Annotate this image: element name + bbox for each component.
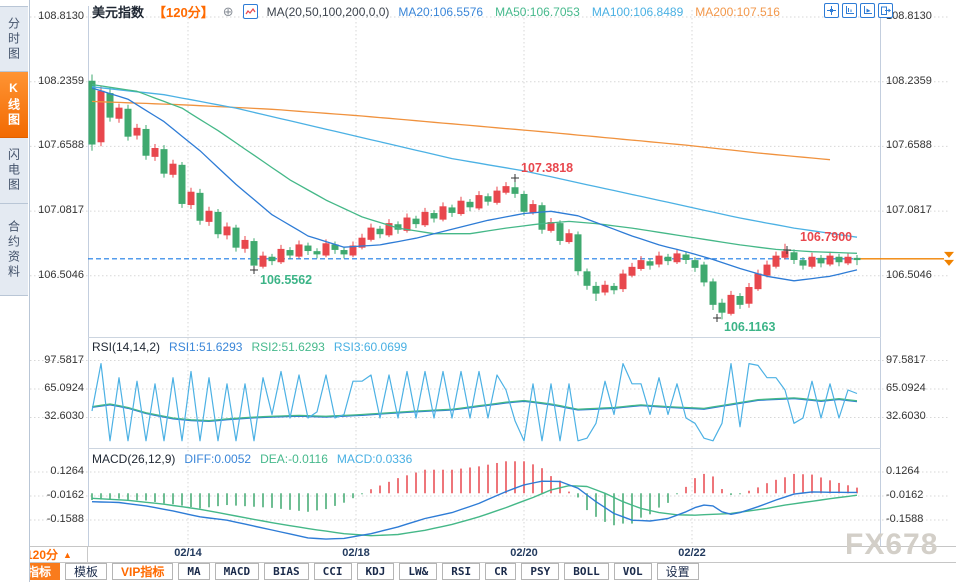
rsi-axis-label-right: 32.6030 [886, 410, 926, 423]
price-annotations: 107.3818 106.5562 106.7900 106.1163 [250, 161, 852, 334]
toolbar-tab-CCI[interactable]: CCI [313, 563, 352, 580]
ma100-line [91, 86, 858, 238]
ma-values: MA20:106.5576 MA50:106.7053 MA100:106.8489… [398, 5, 780, 19]
interval-label: 【120分】 [153, 5, 214, 20]
axis-row-bottom-border [0, 562, 956, 563]
svg-text:106.5562: 106.5562 [260, 273, 312, 287]
price-axis-label-left: 107.0817 [38, 204, 84, 217]
candles-layer [88, 74, 861, 320]
macd-axis-label-left: -0.0162 [46, 489, 84, 501]
toolbar-tab-KDJ[interactable]: KDJ [356, 563, 395, 580]
rsi1-line [91, 398, 858, 423]
rsi2-line [91, 397, 858, 422]
toolbar-tab-PSY[interactable]: PSY [521, 563, 560, 580]
macd-axis-label-left: 0.1264 [50, 465, 84, 477]
dea-value: DEA:-0.0116 [260, 452, 328, 466]
main-chart-svg[interactable]: 107.3818 106.5562 106.7900 106.1163 [0, 0, 956, 546]
sidebar-tab-3[interactable]: 合约资料 [0, 204, 28, 296]
diff-line [91, 480, 857, 540]
macd-name: MACD(26,12,9) [92, 452, 176, 466]
toolbar-tab-CR[interactable]: CR [485, 563, 517, 580]
date-label: 02/22 [678, 547, 706, 559]
time-axis-scale-icon[interactable] [860, 3, 875, 18]
axis-row-top-border [0, 546, 956, 547]
toolbar-tab-模板[interactable]: 模板 [65, 563, 108, 580]
svg-text:106.1163: 106.1163 [724, 320, 775, 334]
toolbar-tab-LW&[interactable]: LW& [399, 563, 438, 580]
sidebar-tab-2[interactable]: 闪电图 [0, 138, 28, 204]
price-axis-label-right: 108.2359 [886, 74, 932, 87]
price-axis-label-left: 106.5046 [38, 268, 84, 281]
ma-lines [91, 83, 858, 282]
price-axis-scale-icon[interactable] [842, 3, 857, 18]
gridlines [30, 10, 950, 546]
rsi-name: RSI(14,14,2) [92, 340, 161, 354]
rsi3-value: RSI3:60.0699 [333, 340, 408, 354]
sidebar-tab-0[interactable]: 分时图 [0, 6, 28, 72]
price-axis-label-right: 106.5046 [886, 268, 932, 281]
price-axis-label-left: 108.2359 [38, 74, 84, 87]
macd-pane-header: MACD(26,12,9) DIFF:0.0052 DEA:-0.0116 MA… [92, 452, 412, 466]
ma20-line [91, 87, 858, 282]
scroll-to-latest-marker[interactable] [944, 251, 954, 266]
date-label: 02/14 [174, 547, 202, 559]
price-axis-label-right: 108.8130 [886, 10, 932, 22]
date-label: 02/20 [510, 547, 538, 559]
toolbar-tab-VIP指标[interactable]: VIP指标 [112, 563, 174, 580]
timeframe-dropdown-arrow: ▲ [63, 549, 72, 560]
move-icon[interactable] [824, 3, 839, 18]
macd-histogram [91, 461, 858, 526]
price-axis-label-right: 107.0817 [886, 204, 932, 217]
toolbar-tab-RSI[interactable]: RSI [442, 563, 481, 580]
ma200-line [91, 100, 831, 161]
svg-text:106.7900: 106.7900 [800, 230, 852, 244]
rsi-axis-label-left: 65.0924 [44, 381, 84, 394]
date-label: 02/18 [342, 547, 370, 559]
toolbar-tab-MA[interactable]: MA [178, 563, 210, 580]
timeframe-selector[interactable]: 120分 ▲ [18, 547, 88, 562]
macd-value: MACD:0.0336 [336, 452, 413, 466]
sidebar-tab-active-1[interactable]: K线图 [0, 72, 28, 138]
main-chart-header: 美元指数 【120分】 ⊕ MA(20,50,100,200,0,0) MA20… [92, 2, 780, 21]
toolbar-tab-MACD[interactable]: MACD [214, 563, 260, 580]
macd-axis-label-left: -0.1588 [46, 513, 84, 525]
ma-settings-label: MA(20,50,100,200,0,0) [266, 4, 390, 19]
indicator-toolbar: 指标 模板 VIP指标 MA MACD BIAS CCI KDJ LW& RSI CR PSY BOLL… [18, 563, 699, 582]
ma-value-2: MA100:106.8489 [591, 4, 684, 19]
rsi-axis-label-right: 65.0924 [886, 381, 926, 394]
price-axis-label-left: 107.6588 [38, 139, 84, 152]
add-compare-icon[interactable]: ⊕ [222, 3, 234, 19]
popout-icon[interactable] [878, 3, 893, 18]
ma-value-1: MA50:106.7053 [495, 4, 580, 19]
rsi-axis-label-right: 97.5817 [886, 353, 926, 366]
rsi-axis-label-left: 32.6030 [44, 410, 84, 423]
ma-value-3: MA200:107.516 [695, 4, 780, 19]
macd-axis-label-right: -0.0162 [886, 489, 924, 501]
rsi-axis-label-left: 97.5817 [44, 353, 84, 366]
chart-type-sidebar: 分时图 K线图 闪电图 合约资料 [0, 0, 30, 582]
toolbar-tab-VOL[interactable]: VOL [613, 563, 652, 580]
toolbar-tab-BOLL[interactable]: BOLL [564, 563, 609, 580]
toolbar-tab-BIAS[interactable]: BIAS [264, 563, 309, 580]
timeframe-label: 120分 [26, 548, 59, 562]
ma-value-0: MA20:106.5576 [398, 4, 484, 19]
diff-value: DIFF:0.0052 [184, 452, 252, 466]
dea-line [91, 485, 858, 537]
symbol-title: 美元指数 [92, 5, 145, 20]
chart-style-icon[interactable] [242, 4, 258, 19]
toolbar-tab-设置[interactable]: 设置 [656, 563, 699, 580]
rsi-pane-header: RSI(14,14,2) RSI1:51.6293 RSI2:51.6293 R… [92, 340, 407, 354]
window-icon-group [824, 3, 893, 18]
ma50-line [91, 83, 858, 254]
svg-text:107.3818: 107.3818 [521, 161, 573, 175]
price-axis-label-left: 108.8130 [38, 10, 84, 22]
price-axis-label-right: 107.6588 [886, 139, 932, 152]
rsi3-line [91, 363, 858, 442]
rsi2-value: RSI2:51.6293 [251, 340, 325, 354]
macd-axis-label-right: 0.1264 [886, 465, 920, 477]
macd-axis-label-right: -0.1588 [886, 513, 924, 525]
rsi1-value: RSI1:51.6293 [169, 340, 243, 354]
